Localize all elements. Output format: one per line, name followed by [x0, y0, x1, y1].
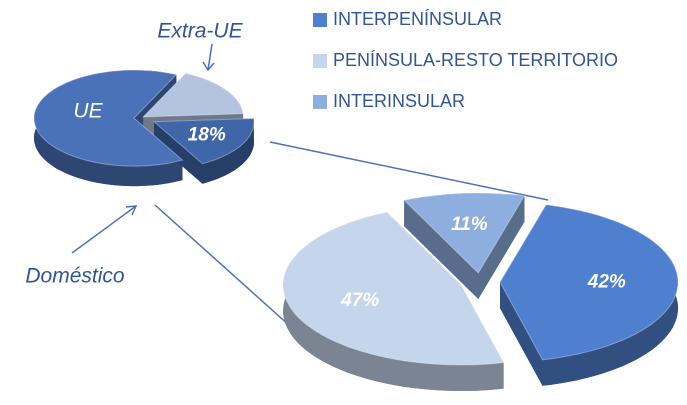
legend-label: INTERPENÍNSULAR: [333, 9, 502, 29]
connectors: [71, 43, 549, 336]
category-label: Extra-UE: [157, 20, 243, 43]
slice: [142, 72, 244, 118]
annotation-arrow: [207, 43, 213, 71]
slice-side: [404, 200, 479, 299]
category-label: Doméstico: [25, 265, 125, 288]
value-label: 18%: [188, 124, 226, 145]
legend-label: PENÍNSULA-RESTO TERRITORIO: [333, 50, 618, 70]
slice-side: [500, 282, 543, 386]
category-label: UE: [73, 100, 103, 123]
slice-side: [478, 195, 525, 299]
slice-side: [283, 212, 504, 391]
slice-side: [202, 118, 254, 184]
value-label: 47%: [340, 290, 379, 311]
slice: [403, 192, 526, 274]
annotation-arrowhead: [202, 61, 215, 72]
legend-swatch: [313, 95, 327, 109]
annotation-arrow: [71, 205, 137, 254]
slice: [499, 204, 679, 361]
legend-label: INTERINSULAR: [333, 91, 465, 111]
slice-side: [154, 121, 203, 184]
annotation-arrowhead: [125, 205, 138, 216]
slice: [152, 117, 255, 165]
connector-line: [269, 141, 549, 201]
value-label: 11%: [451, 214, 488, 235]
value-label: 42%: [587, 272, 626, 293]
connector-line: [154, 204, 301, 336]
legend-swatch: [313, 54, 327, 68]
legend-swatch: [313, 13, 327, 27]
slice: [282, 211, 505, 366]
slice: [33, 69, 184, 167]
